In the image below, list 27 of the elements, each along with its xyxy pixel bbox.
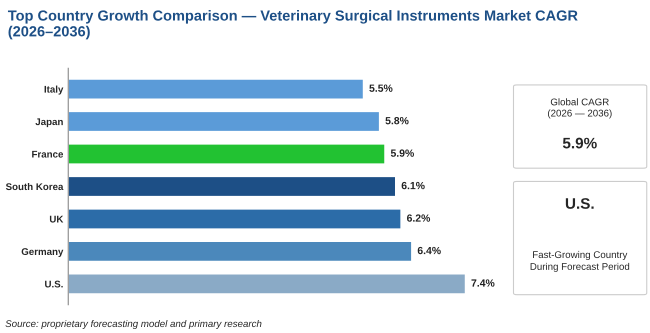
bar (68, 273, 466, 295)
text: U.S. (566, 198, 594, 209)
bar (68, 208, 402, 230)
text: 5.9% (562, 138, 597, 148)
y-tick-label: U.S. (45, 280, 63, 288)
data-label: 6.4% (418, 246, 441, 254)
y-tick-label: Italy (44, 86, 64, 95)
data-label: 6.2% (406, 214, 430, 222)
y-tick-label: Japan (35, 118, 63, 128)
data-label: 5.9% (390, 149, 414, 157)
text: Global CAGR (2026 — 2036) (548, 98, 612, 118)
bar (68, 240, 412, 262)
bar (68, 78, 364, 100)
y-tick-label: UK (50, 216, 64, 223)
bar (68, 143, 386, 165)
y-tick-label: Germany (22, 248, 64, 257)
data-label: 5.8% (385, 116, 409, 124)
data-label: 7.4% (471, 279, 494, 287)
data-label: 6.1% (402, 182, 425, 190)
bar (68, 110, 380, 132)
source-note: Source: proprietary forecasting model and primary research (5, 320, 262, 330)
data-label: 5.5% (369, 84, 393, 92)
y-tick-label: France (32, 150, 64, 158)
y-tick-label: South Korea (6, 182, 64, 190)
bar (68, 176, 396, 198)
chart-title: Top Country Growth Comparison — Veterinary Surgical Instruments Market CAGR (2026–2036) (8, 10, 578, 40)
text: Fast-Growing Country During Forecast Period (530, 250, 630, 272)
